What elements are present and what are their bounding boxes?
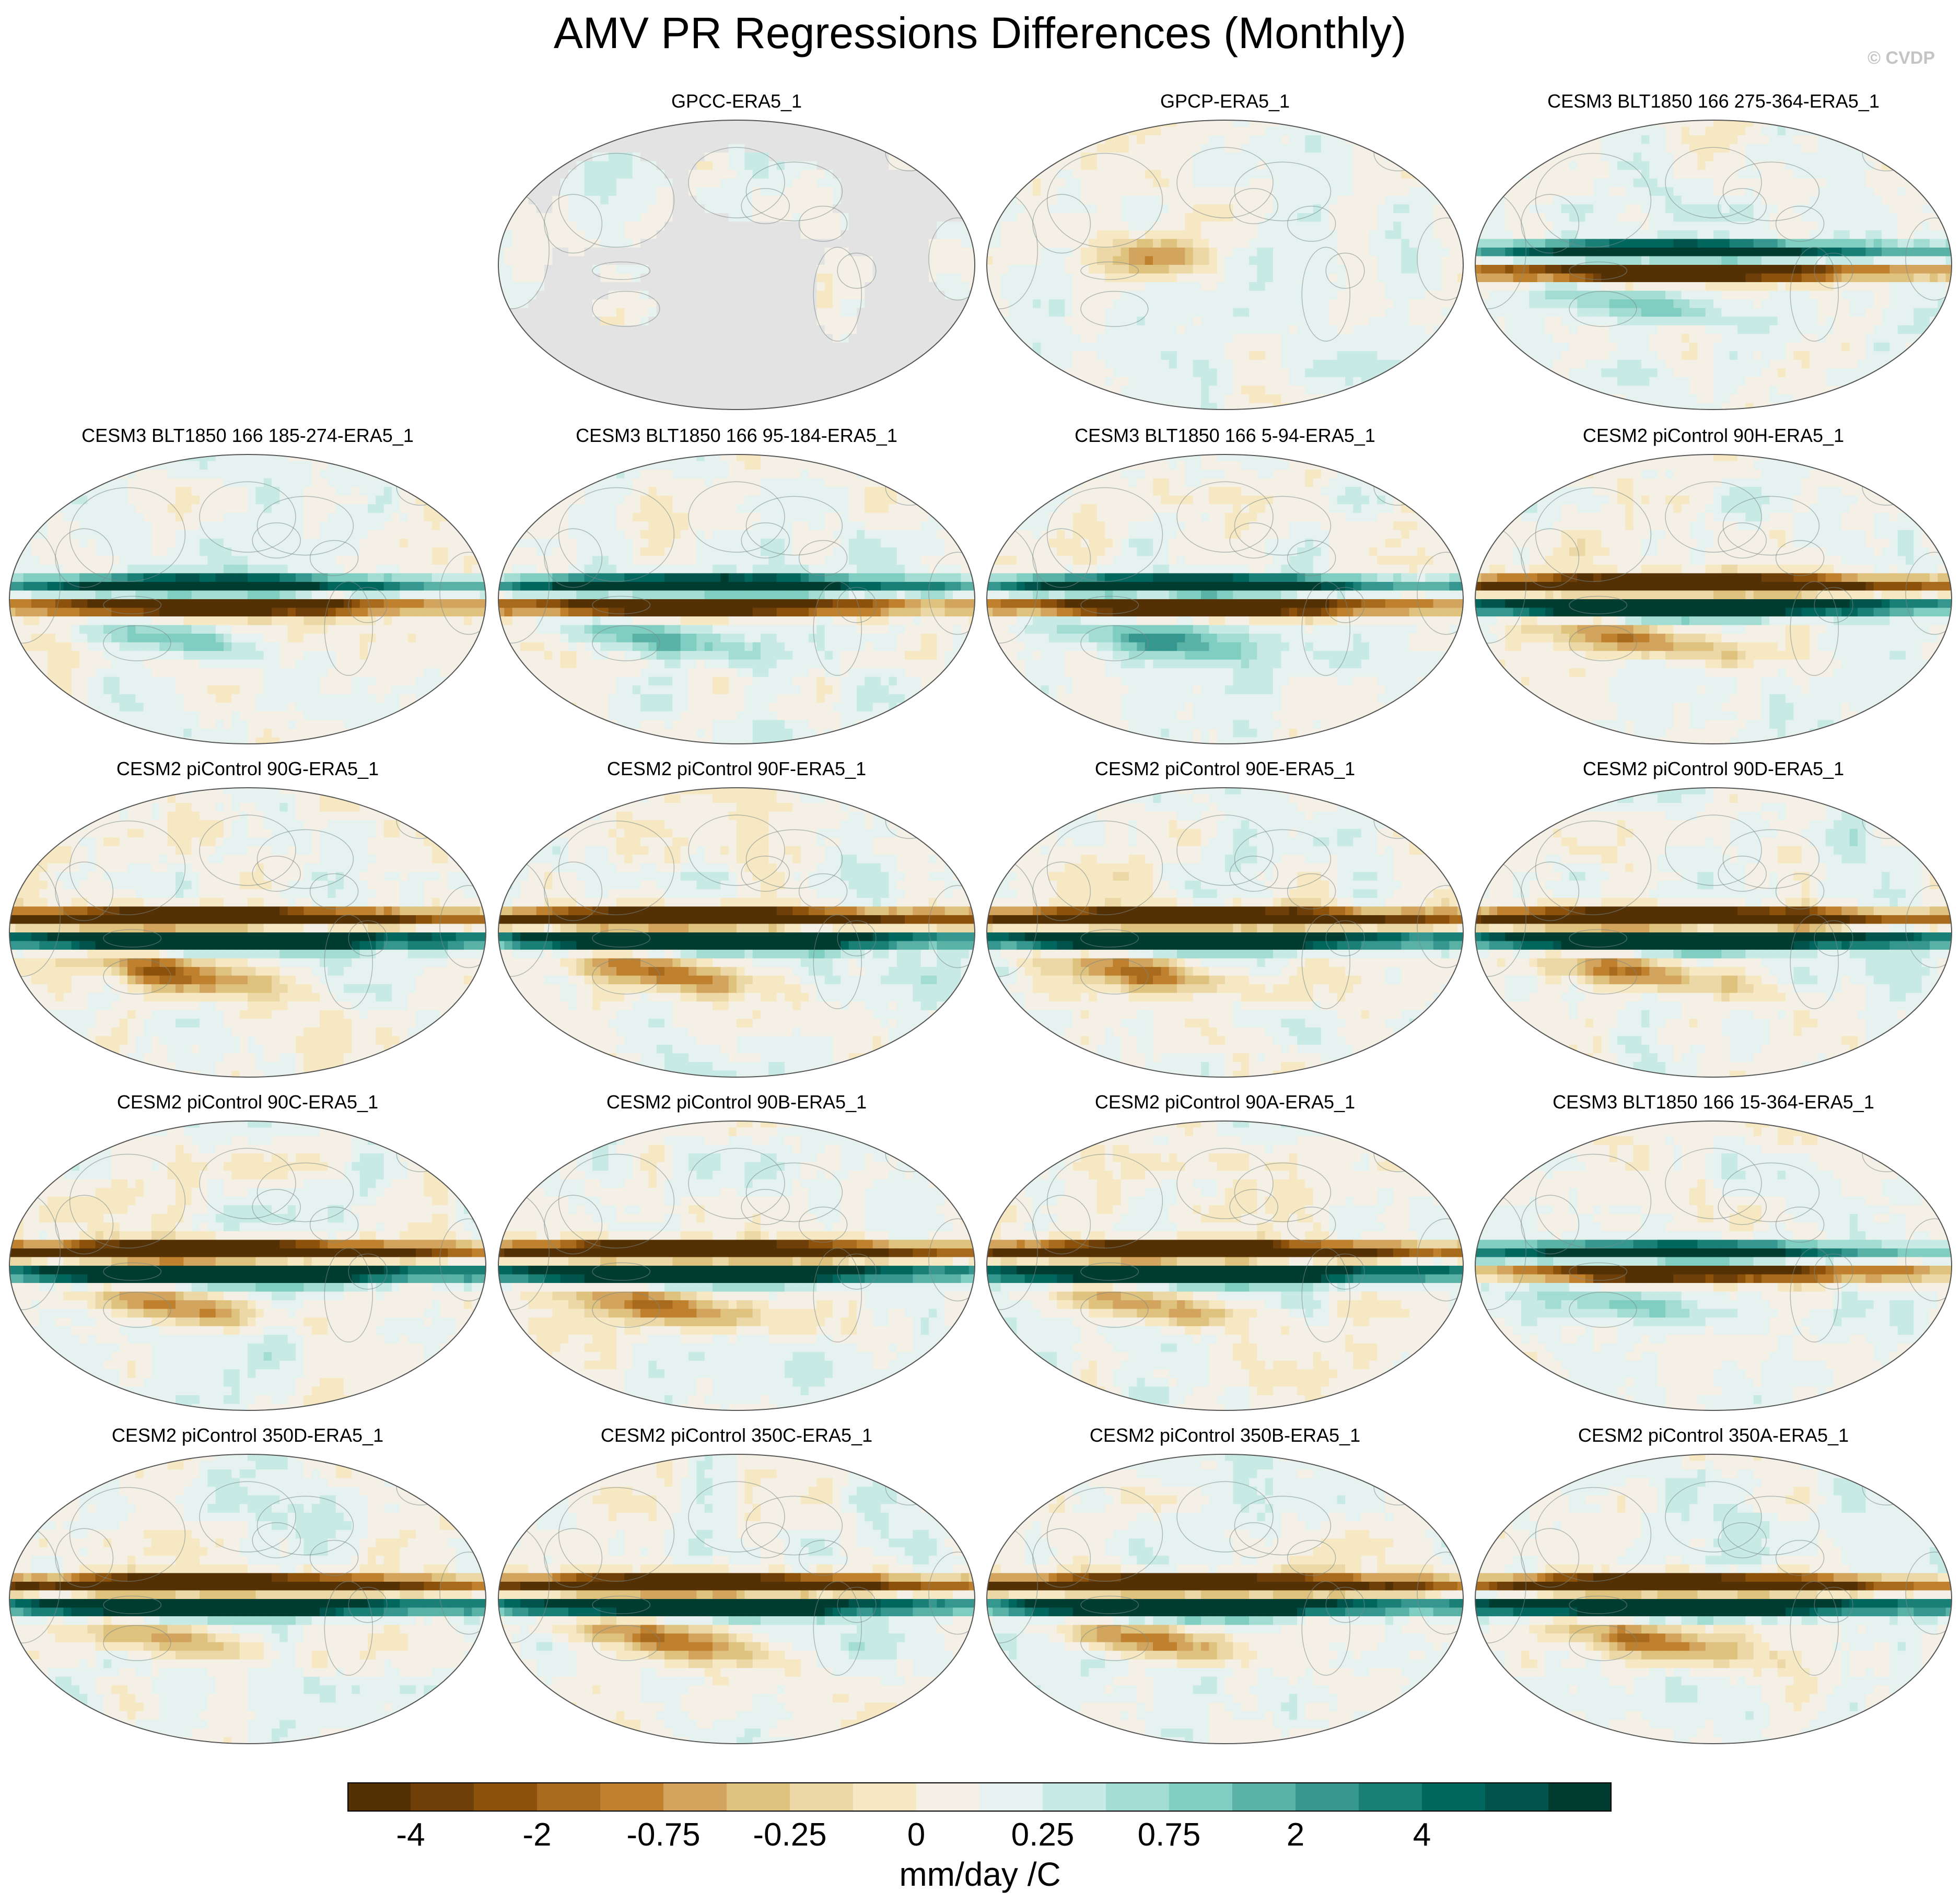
panel-map	[9, 1454, 486, 1744]
panel-map	[986, 120, 1464, 410]
panel-map	[498, 120, 975, 410]
panel-map	[9, 454, 486, 744]
cvdp-watermark: © CVDP	[1868, 48, 1935, 68]
panel-title: CESM2 piControl 350A-ERA5_1	[1473, 1423, 1954, 1448]
colorbar-swatch	[1169, 1782, 1233, 1812]
panel-map	[1475, 1120, 1952, 1411]
panel-title: CESM3 BLT1850 166 15-364-ERA5_1	[1473, 1090, 1954, 1115]
colorbar-units: mm/day /C	[0, 1854, 1960, 1894]
colorbar-swatch	[1043, 1782, 1106, 1812]
panel-map	[1475, 454, 1952, 744]
panel-map	[1475, 787, 1952, 1078]
colorbar-tick-label: 2	[1287, 1816, 1304, 1854]
panel-map	[986, 1120, 1464, 1411]
colorbar-swatch	[979, 1782, 1043, 1812]
panel-map	[1475, 120, 1952, 410]
panel-title: CESM2 piControl 90H-ERA5_1	[1473, 423, 1954, 448]
panel-title: CESM3 BLT1850 166 5-94-ERA5_1	[985, 423, 1465, 448]
panel-title: CESM2 piControl 90D-ERA5_1	[1473, 756, 1954, 781]
figure-title: AMV PR Regressions Differences (Monthly)	[0, 4, 1960, 62]
panel-map	[498, 454, 975, 744]
colorbar-swatch	[600, 1782, 664, 1812]
colorbar-tick-label: 4	[1413, 1816, 1431, 1854]
colorbar-tick-label: -0.75	[626, 1816, 700, 1854]
colorbar-tick-label: 0.75	[1138, 1816, 1201, 1854]
panel-title: GPCP-ERA5_1	[985, 89, 1465, 114]
panel-title: CESM2 piControl 350C-ERA5_1	[496, 1423, 977, 1448]
colorbar-tick-label: -0.25	[753, 1816, 826, 1854]
panel-map	[986, 1454, 1464, 1744]
colorbar-tick-label: -2	[522, 1816, 551, 1854]
panel-title: CESM3 BLT1850 166 275-364-ERA5_1	[1473, 89, 1954, 114]
panel-map	[1475, 1454, 1952, 1744]
panel-map	[986, 787, 1464, 1078]
colorbar-tick-label: 0.25	[1011, 1816, 1075, 1854]
panel-map	[9, 1120, 486, 1411]
panel-title: CESM2 piControl 90C-ERA5_1	[7, 1090, 488, 1115]
panel-title: CESM2 piControl 90G-ERA5_1	[7, 756, 488, 781]
panel-map	[498, 1120, 975, 1411]
panel-map	[498, 787, 975, 1078]
colorbar-tick-label: -4	[396, 1816, 425, 1854]
panel-title: CESM3 BLT1850 166 95-184-ERA5_1	[496, 423, 977, 448]
colorbar-swatch	[790, 1782, 854, 1812]
colorbar-swatch	[1296, 1782, 1359, 1812]
colorbar-swatch	[537, 1782, 601, 1812]
colorbar-swatch	[411, 1782, 474, 1812]
panel-title: CESM3 BLT1850 166 185-274-ERA5_1	[7, 423, 488, 448]
colorbar-swatch	[916, 1782, 980, 1812]
panel-title: CESM2 piControl 90B-ERA5_1	[496, 1090, 977, 1115]
colorbar-swatch	[1485, 1782, 1549, 1812]
colorbar-swatch	[663, 1782, 727, 1812]
panel-map	[9, 787, 486, 1078]
panel-title: GPCC-ERA5_1	[496, 89, 977, 114]
panel-title: CESM2 piControl 90A-ERA5_1	[985, 1090, 1465, 1115]
colorbar-swatch	[1548, 1782, 1612, 1812]
panel-title: CESM2 piControl 350D-ERA5_1	[7, 1423, 488, 1448]
colorbar-swatch	[1422, 1782, 1486, 1812]
panel-map	[498, 1454, 975, 1744]
colorbar-swatch	[1232, 1782, 1296, 1812]
colorbar-swatch	[727, 1782, 790, 1812]
colorbar-swatch	[853, 1782, 917, 1812]
colorbar-swatch	[1359, 1782, 1422, 1812]
colorbar-swatch	[347, 1782, 411, 1812]
panel-title: CESM2 piControl 350B-ERA5_1	[985, 1423, 1465, 1448]
panel-title: CESM2 piControl 90F-ERA5_1	[496, 756, 977, 781]
colorbar-tick-label: 0	[907, 1816, 925, 1854]
colorbar-swatch	[1106, 1782, 1170, 1812]
colorbar-swatch	[474, 1782, 538, 1812]
panel-title: CESM2 piControl 90E-ERA5_1	[985, 756, 1465, 781]
colorbar	[347, 1782, 1612, 1812]
panel-map	[986, 454, 1464, 744]
